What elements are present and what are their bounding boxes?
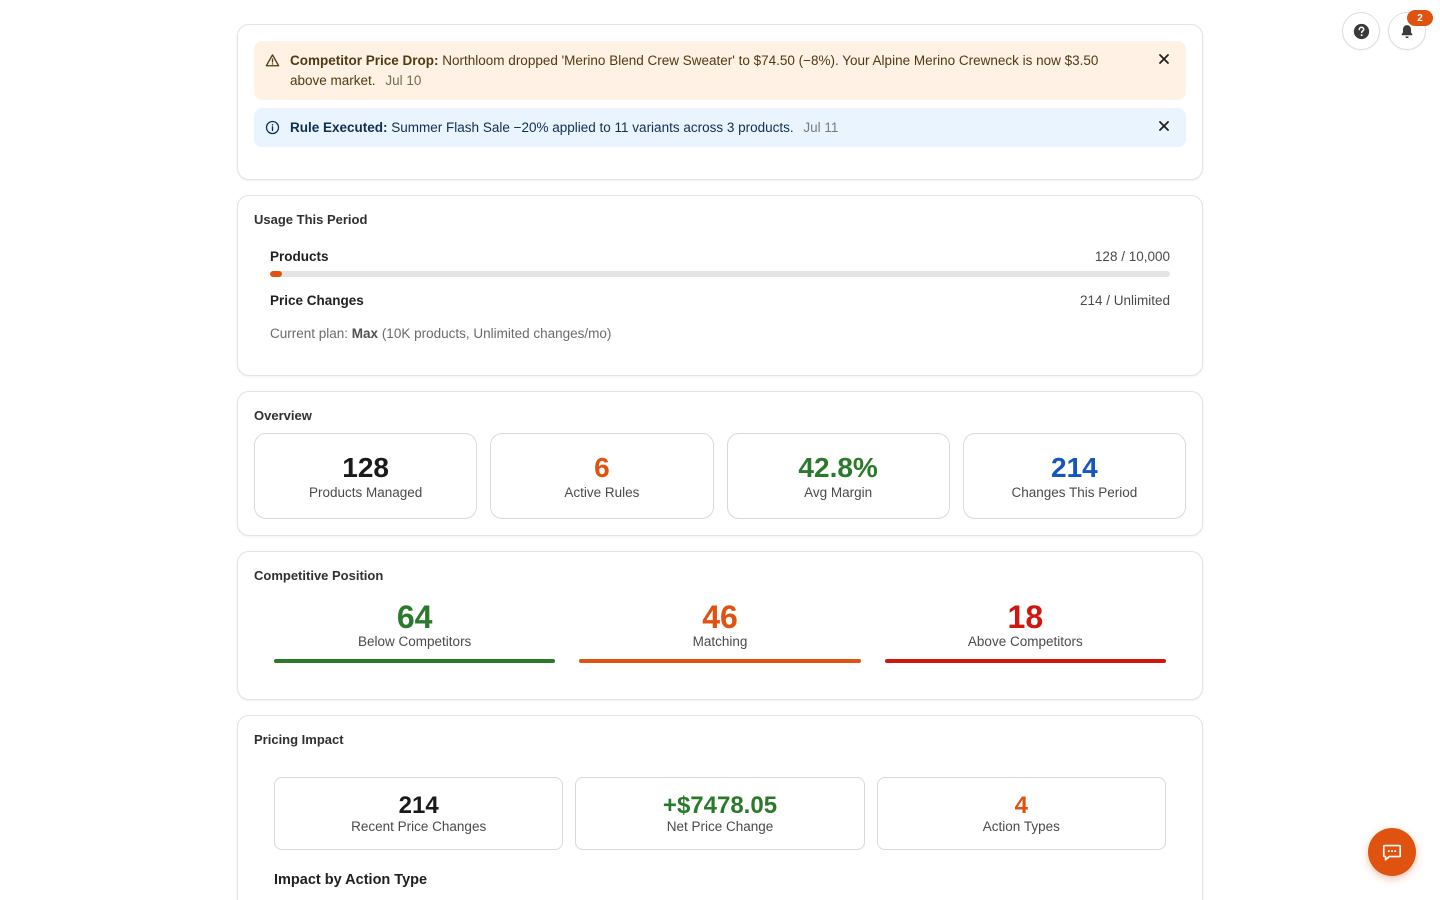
stat-active-rules: 6 Active Rules — [490, 433, 714, 519]
position-label: Matching — [692, 634, 748, 649]
rule-executed-banner: Rule Executed: Summer Flash Sale −20% ap… — [254, 108, 1186, 147]
notification-count-badge: 2 — [1407, 10, 1433, 26]
usage-title: Usage This Period — [254, 212, 368, 227]
products-usage-value: 128 / 10,000 — [1094, 249, 1170, 264]
position-label: Below Competitors — [358, 634, 472, 649]
products-usage-label: Products — [270, 249, 329, 264]
close-icon[interactable] — [1156, 118, 1172, 134]
impact-recent-changes: 214 Recent Price Changes — [274, 777, 564, 850]
help-circle-icon — [1353, 23, 1369, 39]
stat-value: 214 — [1051, 452, 1098, 483]
plan-details: (10K products, Unlimited changes/mo) — [378, 326, 612, 341]
position-below: 64 Below Competitors — [274, 599, 556, 663]
chat-bubble-icon — [1382, 844, 1402, 861]
impact-action-types: 4 Action Types — [876, 777, 1166, 850]
notifications-button[interactable]: 2 — [1388, 10, 1433, 50]
impact-by-action-heading: Impact by Action Type — [274, 872, 428, 888]
current-plan-text: Current plan: Max (10K products, Unlimit… — [270, 326, 1170, 359]
stat-label: Products Managed — [308, 485, 423, 500]
price-changes-value: 214 / Unlimited — [1079, 293, 1170, 308]
usage-card: Usage This Period Products 128 / 10,000 … — [237, 195, 1203, 376]
position-value: 64 — [396, 599, 433, 635]
info-circle-icon — [265, 120, 280, 135]
position-bar — [579, 659, 861, 663]
banner-title: Rule Executed: — [290, 120, 388, 135]
banner-date: Jul 10 — [385, 73, 422, 88]
position-value: 18 — [1007, 599, 1044, 635]
competitor-alert-banner: Competitor Price Drop: Northloom dropped… — [254, 41, 1186, 100]
bell-icon — [1401, 24, 1413, 38]
products-progress-fill — [270, 271, 282, 277]
stat-label: Changes This Period — [1011, 485, 1138, 500]
stat-value: 42.8% — [798, 452, 878, 483]
pricing-impact-card: Pricing Impact 214 Recent Price Changes … — [237, 715, 1203, 900]
banner-message: Summer Flash Sale −20% applied to 11 var… — [391, 120, 794, 135]
price-changes-label: Price Changes — [270, 293, 364, 308]
price-changes-usage-row: Price Changes 214 / Unlimited — [270, 293, 1170, 308]
banner-title: Competitor Price Drop: — [290, 53, 439, 68]
position-bar — [884, 659, 1166, 663]
impact-title: Pricing Impact — [254, 732, 344, 747]
stat-avg-margin: 42.8% Avg Margin — [726, 433, 950, 519]
plan-name: Max — [351, 326, 379, 341]
stat-products-managed: 128 Products Managed — [254, 433, 478, 519]
position-label: Above Competitors — [967, 634, 1083, 649]
position-bar — [274, 659, 556, 663]
stat-label: Active Rules — [564, 485, 640, 500]
position-value: 46 — [702, 599, 738, 635]
position-above: 18 Above Competitors — [884, 599, 1166, 663]
banner-message: Northloom dropped 'Merino Blend Crew Swe… — [290, 53, 1099, 88]
chat-button[interactable] — [1368, 828, 1416, 876]
overview-title: Overview — [254, 408, 312, 423]
stat-label: Avg Margin — [804, 485, 873, 500]
stat-changes-this-period: 214 Changes This Period — [962, 433, 1186, 519]
competitive-title: Competitive Position — [254, 568, 384, 583]
impact-value: 4 — [1014, 792, 1028, 819]
position-matching: 46 Matching — [579, 599, 861, 663]
impact-value: +$7478.05 — [662, 792, 778, 819]
impact-net-change: +$7478.05 Net Price Change — [575, 777, 865, 850]
products-usage-row: Products 128 / 10,000 — [270, 249, 1170, 264]
competitive-position-card: Competitive Position 64 Below Competitor… — [237, 551, 1203, 700]
alerts-card: Competitor Price Drop: Northloom dropped… — [237, 24, 1203, 180]
impact-value: 214 — [398, 792, 439, 819]
warning-triangle-icon — [265, 54, 280, 67]
overview-card: Overview 128 Products Managed 6 Active R… — [237, 391, 1203, 536]
stat-value: 6 — [594, 452, 610, 483]
products-progress-bar — [270, 271, 1170, 277]
plan-prefix: Current plan: — [270, 326, 352, 341]
impact-label: Action Types — [982, 819, 1060, 834]
impact-label: Net Price Change — [666, 819, 774, 834]
close-icon[interactable] — [1156, 51, 1172, 67]
stat-value: 128 — [342, 452, 389, 483]
banner-date: Jul 11 — [803, 120, 839, 135]
impact-label: Recent Price Changes — [351, 819, 487, 834]
help-button[interactable] — [1342, 12, 1380, 50]
dashboard-content: Competitor Price Drop: Northloom dropped… — [237, 24, 1203, 900]
